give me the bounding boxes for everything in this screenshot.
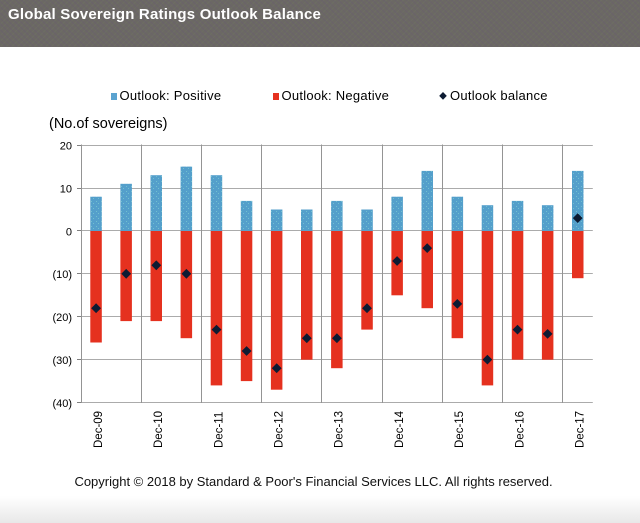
svg-text:Dec-12: Dec-12 [274, 411, 286, 448]
svg-text:Dec-09: Dec-09 [93, 411, 105, 448]
svg-text:(30): (30) [52, 355, 72, 367]
svg-text:Dec-16: Dec-16 [514, 411, 526, 448]
svg-text:Dec-11: Dec-11 [213, 412, 225, 448]
svg-text:20: 20 [60, 141, 72, 153]
svg-text:(20): (20) [52, 312, 72, 324]
svg-text:Dec-13: Dec-13 [334, 411, 346, 448]
svg-text:10: 10 [60, 184, 72, 196]
svg-text:0: 0 [66, 226, 72, 238]
svg-text:(40): (40) [52, 398, 72, 410]
svg-text:(10): (10) [52, 269, 72, 281]
svg-text:Dec-14: Dec-14 [394, 410, 406, 448]
svg-text:Dec-17: Dec-17 [575, 411, 587, 448]
svg-text:Dec-10: Dec-10 [153, 411, 165, 448]
svg-text:Dec-15: Dec-15 [454, 411, 466, 448]
